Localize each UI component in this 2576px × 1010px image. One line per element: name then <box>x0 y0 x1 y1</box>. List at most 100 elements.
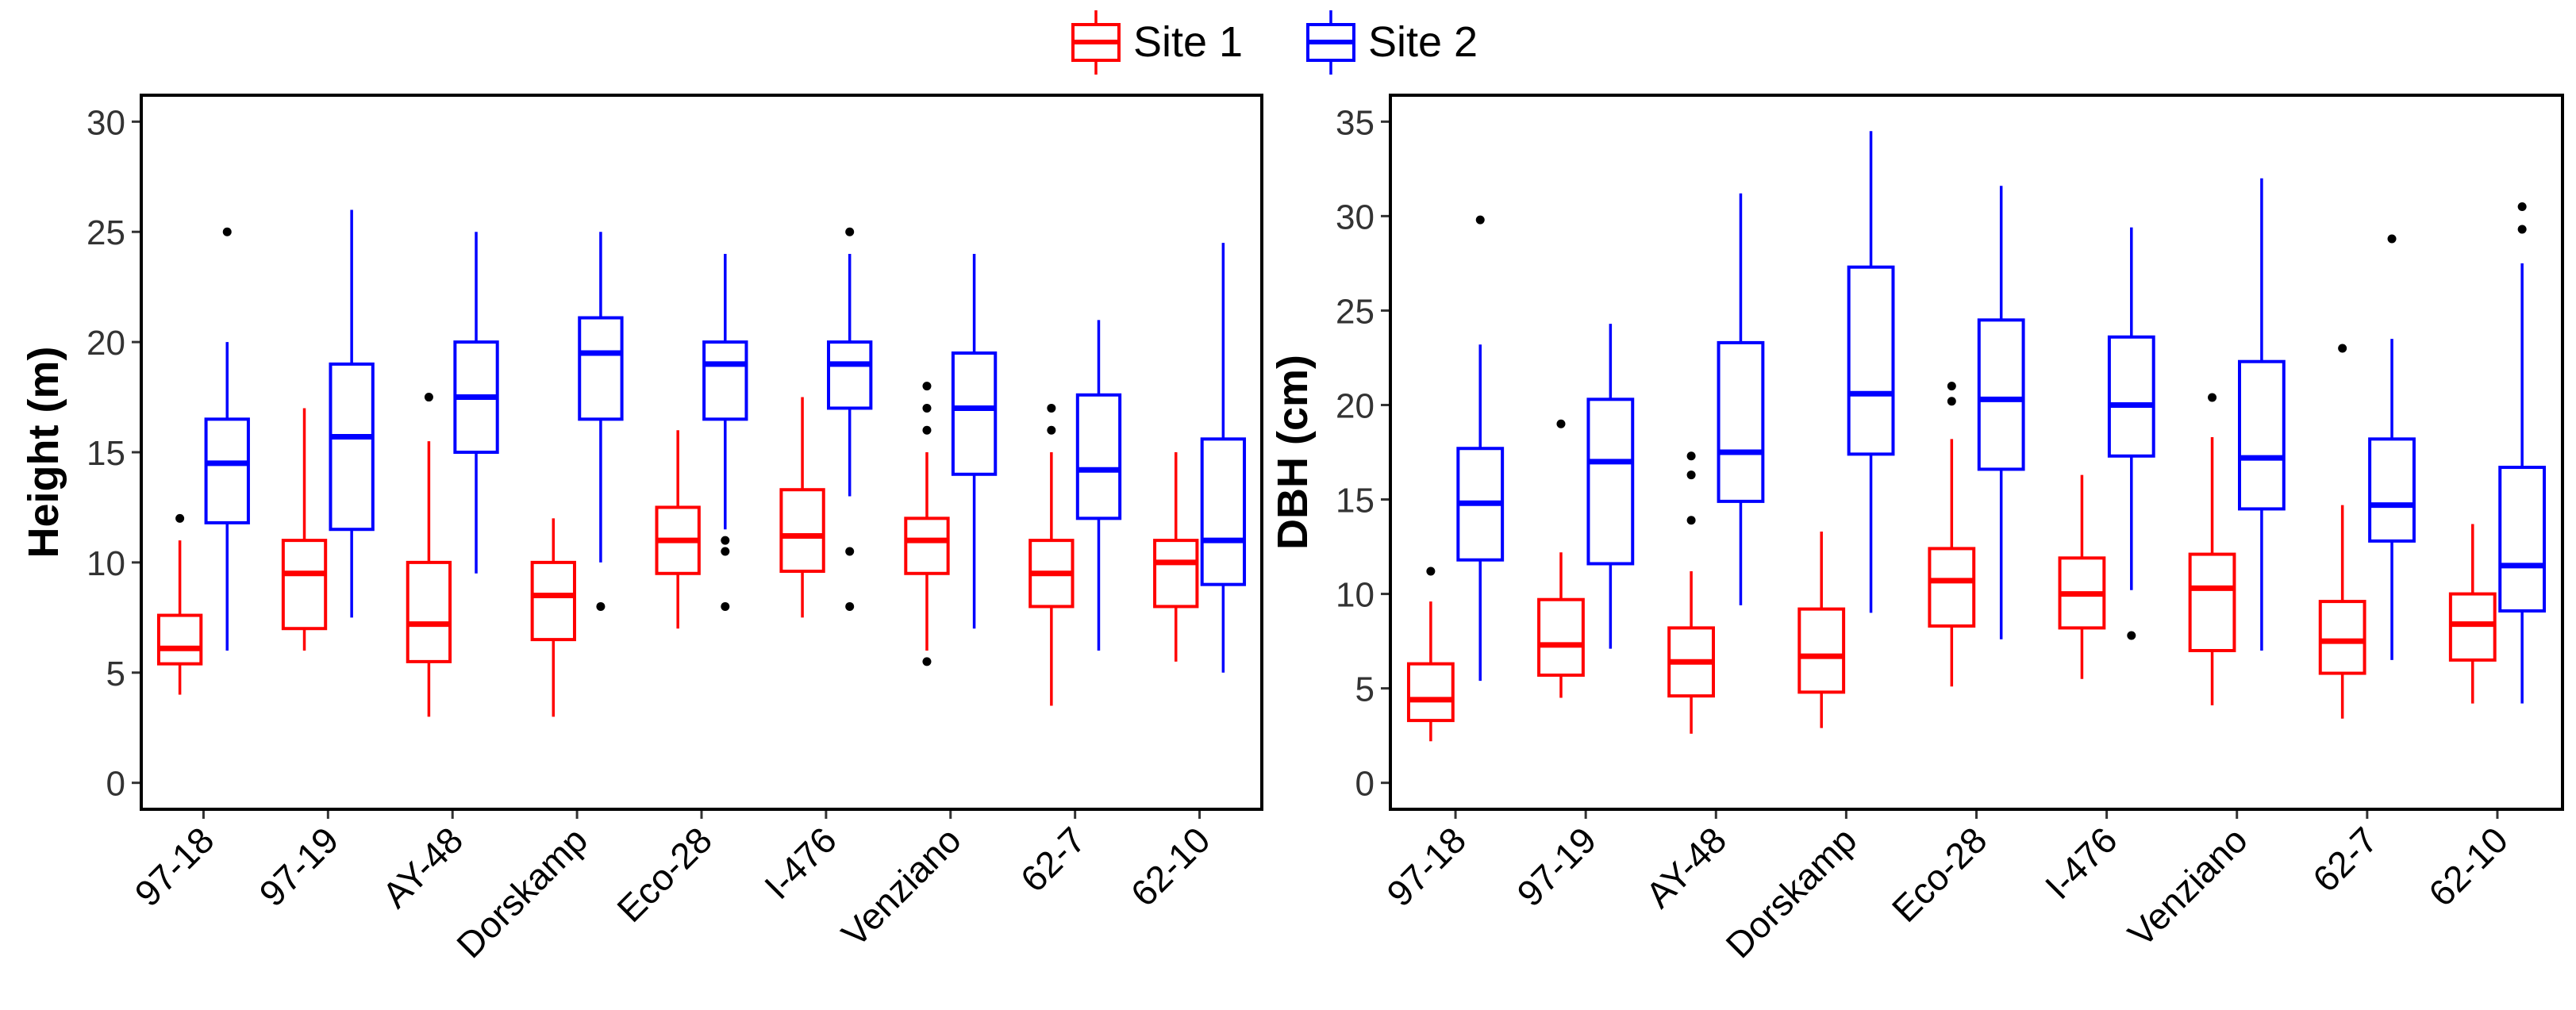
box <box>1797 607 1846 694</box>
boxplot-site-2-dorskamp <box>1847 131 1895 613</box>
box <box>2448 592 2497 662</box>
y-tick-label: 5 <box>1355 670 1375 709</box>
outlier-point <box>1047 403 1056 413</box>
y-axis-label: DBH (cm) <box>1269 355 1317 550</box>
y-tick-label: 20 <box>87 324 125 363</box>
x-tick-label: 97-19 <box>1509 819 1604 914</box>
box <box>406 560 452 663</box>
box <box>1928 547 1976 628</box>
outlier-point <box>1947 397 1956 406</box>
box <box>2188 552 2236 652</box>
box <box>2238 359 2286 511</box>
box <box>204 417 250 524</box>
outlier-point <box>596 601 606 611</box>
box <box>1537 597 1585 677</box>
boxplot-site-1-dorskamp <box>1797 532 1846 728</box>
x-tick-label: 62-10 <box>1123 819 1218 914</box>
legend-item-site-2: Site 2 <box>1306 10 1478 75</box>
boxplot-site-1-eco-28 <box>655 430 701 629</box>
outlier-point <box>2387 234 2397 244</box>
outlier-point <box>922 403 932 413</box>
boxplot-site-2-dorskamp <box>578 232 624 611</box>
boxplot-site-1-venziano <box>2188 393 2236 706</box>
boxplot-site-1-i-476 <box>2058 474 2106 679</box>
boxplot-site-1-97-19 <box>281 408 328 651</box>
outlier-point <box>2517 225 2527 234</box>
y-tick-label: 30 <box>87 103 125 142</box>
legend: Site 1 Site 2 <box>1071 10 1478 75</box>
height-panel: Height (m) 0 5 10 15 20 25 30 97-18 97-19 AY-48Dor… <box>20 94 1263 966</box>
box <box>1977 318 2025 471</box>
y-tick-label: 10 <box>87 544 125 583</box>
x-tick-label: 97-18 <box>127 819 222 914</box>
boxplot-site-1-62-10 <box>1153 452 1199 662</box>
outlier-point <box>721 536 730 545</box>
boxplot-site-1-62-10 <box>2448 524 2497 704</box>
boxplot-site-2-62-10 <box>1200 243 1247 673</box>
box <box>1717 340 1765 503</box>
boxplot-site-2-62-7 <box>2368 234 2416 660</box>
y-tick-label: 25 <box>87 213 125 252</box>
legend-label-site-2: Site 2 <box>1368 18 1478 66</box>
boxplot-site-2-62-10 <box>2498 202 2547 704</box>
outlier-point <box>1475 215 1485 225</box>
box <box>1153 539 1199 609</box>
y-tick-label: 0 <box>1355 765 1375 804</box>
boxplot-site-2-venziano <box>951 254 998 629</box>
boxplot-site-2-venziano <box>2238 178 2286 651</box>
boxplot-site-1-ay-48 <box>1667 451 1715 734</box>
outlier-point <box>2208 393 2217 402</box>
outlier-point <box>922 382 932 391</box>
x-tick-label: 97-19 <box>251 819 346 914</box>
boxplot-site-1-62-7 <box>1028 403 1075 706</box>
box <box>530 560 576 642</box>
x-tick-label: Venziano <box>833 819 969 954</box>
boxplot-site-1-dorskamp <box>530 518 576 717</box>
boxplot-site-2-eco-28 <box>1977 186 2025 639</box>
box <box>2107 335 2155 458</box>
boxplot-site-2-i-476 <box>827 227 873 611</box>
outlier-point <box>1947 382 1956 391</box>
boxplot-site-2-i-476 <box>2107 227 2155 640</box>
legend-label-site-1: Site 1 <box>1133 18 1243 66</box>
y-tick-label: 20 <box>1336 386 1375 425</box>
outlier-point <box>2338 344 2347 353</box>
x-tick-label: Eco-28 <box>609 819 720 930</box>
box <box>702 340 748 421</box>
outlier-point <box>2127 631 2136 640</box>
outlier-point <box>175 513 185 523</box>
x-tick-label: Dorskamp <box>1717 819 1864 966</box>
panel-border <box>140 94 1263 811</box>
boxplot-site-1-97-19 <box>1537 419 1585 698</box>
box <box>1075 393 1122 520</box>
y-tick-label: 10 <box>1336 576 1375 615</box>
box <box>779 488 825 574</box>
outlier-point <box>721 601 730 611</box>
x-tick-label: 62-10 <box>2420 819 2516 914</box>
x-tick-label: 97-18 <box>1378 819 1474 914</box>
outlier-point <box>1686 470 1696 480</box>
boxplot-site-1-97-18 <box>156 513 203 695</box>
boxplot-site-2-eco-28 <box>702 254 748 611</box>
outlier-point <box>1556 419 1566 428</box>
boxplot-site-2-ay-48 <box>1717 193 1765 605</box>
legend-item-site-1: Site 1 <box>1071 10 1243 75</box>
legend-key-site-1 <box>1071 10 1121 75</box>
outlier-point <box>1686 516 1696 525</box>
outlier-point <box>721 547 730 556</box>
x-tick-label: 62-7 <box>1013 819 1094 900</box>
box <box>2318 600 2366 675</box>
outlier-point <box>845 227 855 236</box>
outlier-point <box>1686 451 1696 461</box>
boxplot-site-2-97-19 <box>1586 324 1635 649</box>
box <box>1200 437 1247 586</box>
outlier-point <box>845 547 855 556</box>
outlier-point <box>922 657 932 666</box>
y-axis-label: Height (m) <box>20 347 67 559</box>
outlier-point <box>1047 425 1056 435</box>
boxplot-site-1-97-18 <box>1406 566 1455 742</box>
x-tick-label: I-476 <box>2037 819 2125 907</box>
x-tick-label: I-476 <box>756 819 844 907</box>
box <box>904 517 950 575</box>
